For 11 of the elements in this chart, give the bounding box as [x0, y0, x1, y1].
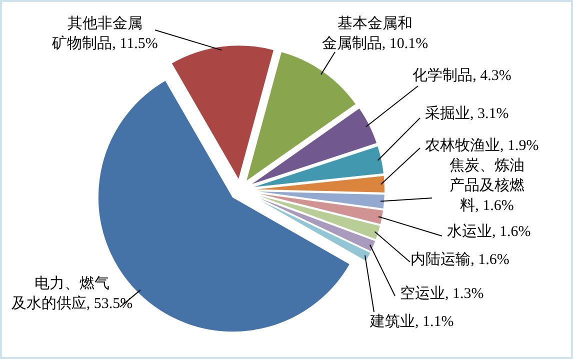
slice-label: 电力、燃气及水的供应, 53.5% [10, 274, 134, 314]
slice-label: 水运业, 1.6% [447, 222, 532, 242]
slice-label: 空运业, 1.3% [400, 284, 485, 304]
slice-label: 内陆运输, 1.6% [410, 250, 510, 270]
slice-label: 化学制品, 4.3% [412, 66, 512, 86]
slice-label: 采掘业, 3.1% [425, 104, 510, 124]
slice-label: 焦炭、炼油产品及核燃料, 1.6% [448, 156, 526, 216]
slice-label: 其他非金属矿物制品, 11.5% [51, 14, 159, 54]
slice-label: 建筑业, 1.1% [370, 312, 455, 332]
slice-label: 基本金属和金属制品, 10.1% [320, 14, 430, 54]
slice-label: 农林牧渔业, 1.9% [425, 136, 540, 156]
